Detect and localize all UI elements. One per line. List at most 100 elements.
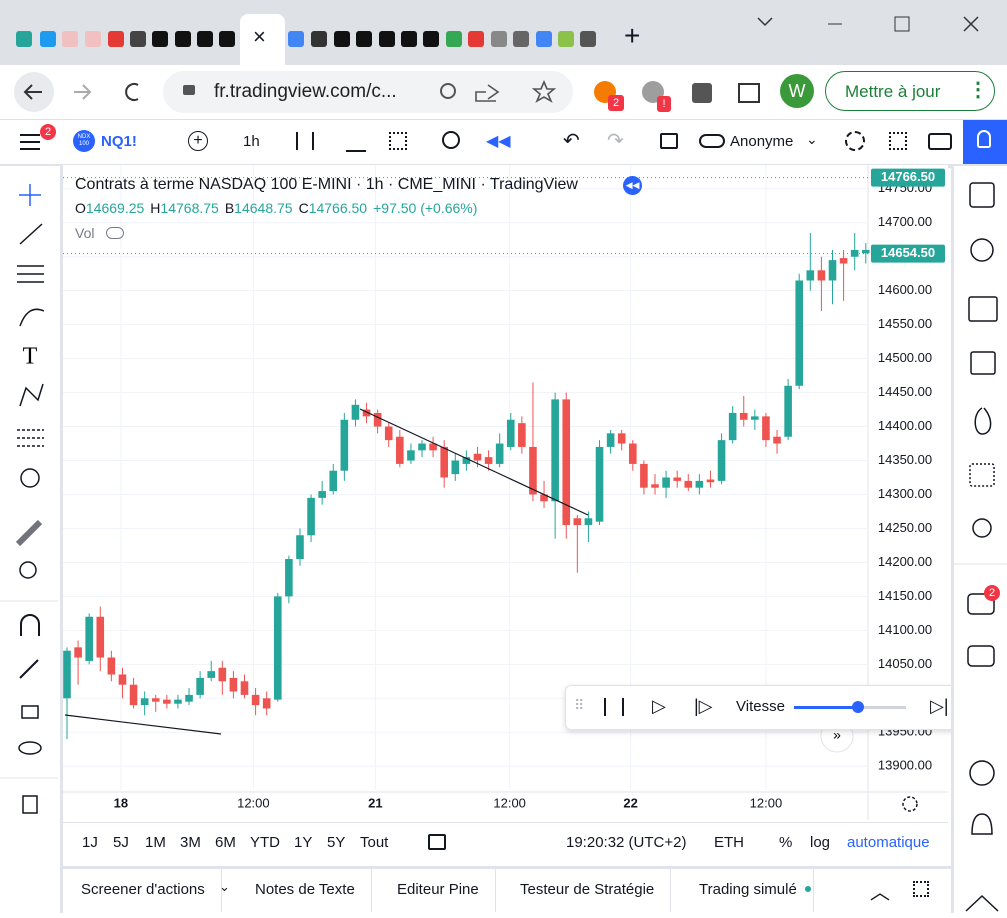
bottom-tab[interactable]: Trading simulé <box>683 868 814 912</box>
tab-close[interactable]: × <box>253 24 266 49</box>
bottom-tab[interactable]: Screener d'actions <box>65 868 222 912</box>
maximize-panel[interactable] <box>913 881 929 897</box>
favicon[interactable] <box>197 31 213 47</box>
bottom-tab[interactable]: Testeur de Stratégie <box>504 868 672 912</box>
messages[interactable] <box>967 645 995 667</box>
favicon[interactable] <box>468 31 484 47</box>
zoom-icon[interactable] <box>440 83 456 99</box>
update-button[interactable]: Mettre à jour <box>825 71 995 111</box>
favicon[interactable] <box>85 31 101 47</box>
volume-label[interactable]: Vol <box>75 225 95 241</box>
ideas[interactable] <box>972 518 992 538</box>
range-button[interactable]: 6M <box>215 834 236 851</box>
forward-icon[interactable] <box>74 84 92 100</box>
fib-tool[interactable] <box>17 265 44 283</box>
trendline-tool[interactable] <box>19 223 43 245</box>
jump-realtime[interactable]: ▷| <box>930 696 949 716</box>
magnet-tool[interactable] <box>20 614 40 636</box>
screenshot-button[interactable] <box>928 133 952 150</box>
hide-volume-icon[interactable] <box>106 227 124 239</box>
crosshair-tool[interactable] <box>19 184 41 206</box>
favicon[interactable] <box>175 31 191 47</box>
menu-icon[interactable] <box>20 132 42 152</box>
favicon[interactable] <box>356 31 372 47</box>
chart-settings[interactable] <box>902 796 918 812</box>
undo[interactable]: ↶ <box>563 130 580 152</box>
unlock-tool[interactable] <box>21 705 39 719</box>
favicon[interactable] <box>536 31 552 47</box>
bookmark-icon[interactable] <box>531 79 557 103</box>
drawn-trendline[interactable] <box>359 408 589 516</box>
favicon[interactable] <box>108 31 124 47</box>
watchlist[interactable] <box>969 182 995 208</box>
range-button[interactable]: 1M <box>145 834 166 851</box>
fullscreen-button[interactable] <box>889 132 907 150</box>
url[interactable]: fr.tradingview.com/c... <box>214 81 397 102</box>
calendar[interactable] <box>969 463 995 487</box>
data-window[interactable] <box>970 351 996 375</box>
range-button[interactable]: Tout <box>360 834 389 851</box>
ruler-tool[interactable] <box>15 519 43 547</box>
more[interactable] <box>965 894 999 912</box>
alert-button[interactable] <box>442 131 460 149</box>
favicon[interactable] <box>130 31 146 47</box>
new-tab[interactable]: + <box>624 20 641 51</box>
bottom-tab[interactable]: Notes de Texte <box>239 868 372 912</box>
streams[interactable] <box>969 760 995 786</box>
favicon[interactable] <box>152 31 168 47</box>
favicon[interactable] <box>580 31 596 47</box>
auto-toggle[interactable]: automatique <box>847 834 930 851</box>
layouts-button[interactable] <box>389 132 407 150</box>
text-tool[interactable]: T <box>23 344 38 370</box>
favicon[interactable] <box>62 31 78 47</box>
reload-icon[interactable] <box>125 83 139 101</box>
range-button[interactable]: 5Y <box>327 834 346 851</box>
select-bar[interactable] <box>604 698 624 716</box>
goto-date[interactable] <box>428 834 446 850</box>
tab-search[interactable] <box>757 17 773 27</box>
range-button[interactable]: 5J <box>113 834 129 851</box>
range-button[interactable]: YTD <box>250 834 280 851</box>
favicon[interactable] <box>513 31 529 47</box>
favicon[interactable] <box>311 31 327 47</box>
alerts[interactable] <box>970 238 994 262</box>
step-forward[interactable]: |▷ <box>694 696 713 716</box>
indicators-button[interactable] <box>346 132 366 152</box>
extensions-button[interactable] <box>692 83 712 103</box>
percent-toggle[interactable]: % <box>779 834 793 851</box>
favicon[interactable] <box>16 31 32 47</box>
pattern-tool[interactable] <box>19 383 44 407</box>
drawn-trendline[interactable] <box>64 714 222 735</box>
close[interactable] <box>963 16 979 32</box>
chats[interactable] <box>967 593 995 615</box>
news[interactable] <box>968 296 998 322</box>
delete-tool[interactable] <box>22 795 38 814</box>
range-button[interactable]: 3M <box>180 834 201 851</box>
tab-caret[interactable]: ⌄ <box>219 879 230 894</box>
favicon[interactable] <box>491 31 507 47</box>
speed-thumb[interactable] <box>852 701 864 713</box>
account[interactable]: Anonyme <box>730 133 794 150</box>
clock[interactable]: 19:20:32 (UTC+2) <box>566 834 687 851</box>
bottom-tab[interactable]: Editeur Pine <box>381 868 496 912</box>
replay-button[interactable]: ◀◀ <box>486 133 511 150</box>
account-caret[interactable]: ⌄ <box>806 131 818 147</box>
favicon[interactable] <box>40 31 56 47</box>
replay-indicator[interactable]: ◀◀ <box>623 176 642 195</box>
hide-tool[interactable] <box>18 741 42 755</box>
favicon[interactable] <box>288 31 304 47</box>
prediction-tool[interactable] <box>17 429 44 447</box>
notifications[interactable] <box>971 813 993 835</box>
collapse-panel[interactable]: ︿ <box>870 882 890 904</box>
emoji-tool[interactable] <box>20 468 40 488</box>
favicon[interactable] <box>558 31 574 47</box>
favicon[interactable] <box>423 31 439 47</box>
chart-type-button[interactable] <box>296 132 314 150</box>
hotlists[interactable] <box>974 407 992 435</box>
share-icon[interactable] <box>475 84 500 102</box>
log-toggle[interactable]: log <box>810 834 831 851</box>
favicon[interactable] <box>446 31 462 47</box>
fullscreen-select[interactable] <box>660 133 678 149</box>
compare-button[interactable]: + <box>188 131 208 151</box>
settings-button[interactable] <box>845 131 865 151</box>
